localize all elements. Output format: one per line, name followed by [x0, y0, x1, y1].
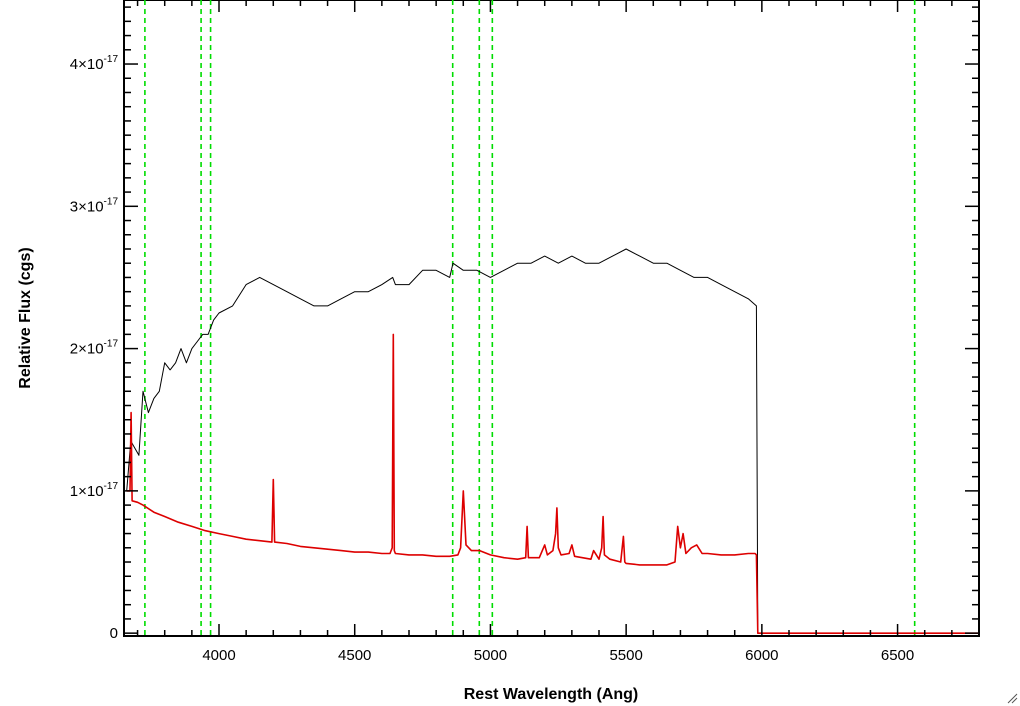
- x-tick-label: 5500: [609, 647, 642, 664]
- vertical-marker-lines: [144, 0, 916, 636]
- x-tick-label: 5000: [474, 647, 507, 664]
- x-tick-label: 4000: [202, 647, 235, 664]
- y-tick-label: 2×10-17: [70, 339, 119, 358]
- x-tick-label: 6000: [745, 647, 778, 664]
- axis-ticks: 4000 4500 5000 5500 6000 6500 0 1×10-17 2×10-17 3…: [70, 0, 980, 664]
- y-axis-title: Relative Flux (cgs): [17, 247, 34, 388]
- y-tick-label: 0: [110, 625, 118, 642]
- x-axis-title: Rest Wavelength (Ang): [464, 686, 639, 703]
- y-tick-label: 4×10-17: [70, 54, 119, 73]
- resize-grip-icon[interactable]: [1007, 693, 1018, 704]
- series-layer: [126, 248, 979, 635]
- x-tick-label: 4500: [338, 647, 371, 664]
- y-tick-label: 1×10-17: [70, 481, 119, 500]
- y-tick-label: 3×10-17: [70, 196, 119, 215]
- x-tick-label: 6500: [881, 647, 914, 664]
- plot-frame: [123, 0, 980, 637]
- series-line-observed: [126, 248, 759, 634]
- series-line-model: [126, 333, 979, 635]
